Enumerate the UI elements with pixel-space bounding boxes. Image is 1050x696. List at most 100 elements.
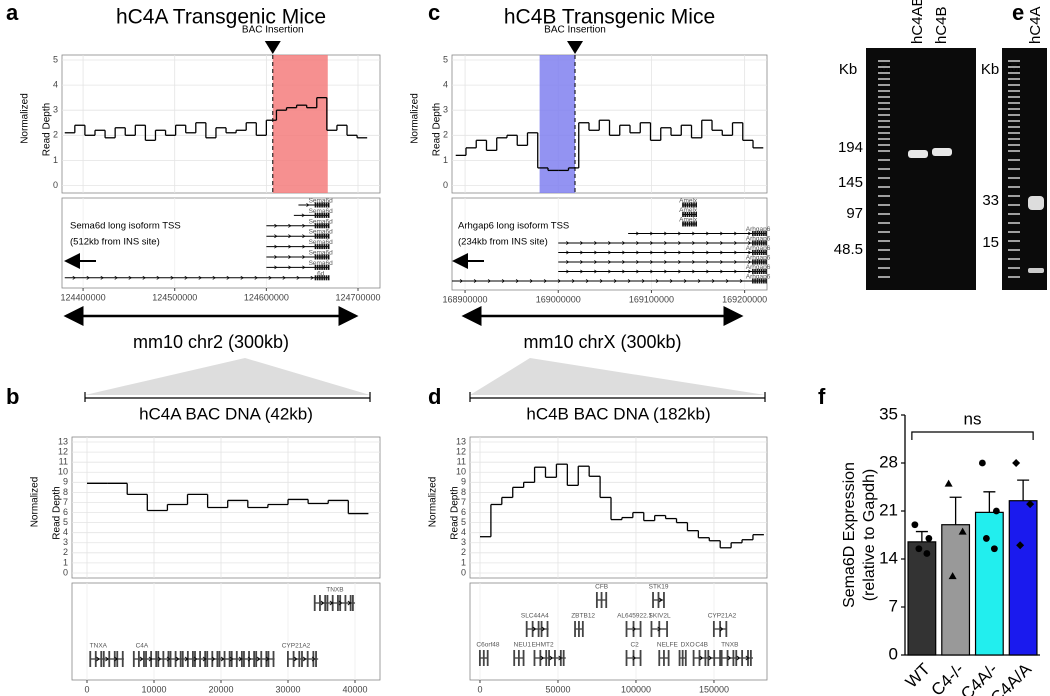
ladder-band — [1008, 276, 1020, 278]
exon — [763, 259, 765, 265]
exon — [756, 240, 759, 246]
strand-arrow — [541, 626, 546, 632]
strand-arrow — [706, 260, 710, 264]
exon — [684, 221, 686, 227]
x-tick-label: 169000000 — [536, 294, 581, 304]
exon — [698, 650, 701, 666]
x-tick-label: 124500000 — [152, 292, 197, 302]
ladder-band — [1008, 144, 1020, 146]
strand-arrow — [657, 626, 662, 632]
strand-arrow — [692, 250, 696, 255]
ladder-band — [1008, 177, 1020, 179]
lane-label: M — [1008, 61, 1021, 78]
strand-arrow — [678, 250, 682, 255]
exon — [712, 621, 715, 637]
strand-arrow — [302, 656, 307, 662]
strand-arrow — [641, 279, 646, 283]
ladder-band — [1008, 240, 1020, 242]
exon — [306, 651, 309, 667]
exon — [108, 651, 111, 667]
exon — [323, 212, 326, 218]
strand-arrow — [296, 275, 300, 280]
gene-label: NEU1 — [514, 642, 532, 649]
strand-arrow — [566, 269, 570, 274]
y-tick-label: 3 — [53, 105, 58, 115]
strand-arrow — [678, 241, 682, 245]
strand-arrow — [734, 241, 738, 245]
ladder-band — [1008, 120, 1020, 122]
exon — [752, 250, 754, 255]
strand-arrow — [580, 250, 584, 255]
x-tick-label: 0 — [477, 684, 482, 694]
gene-label: Amelx — [679, 207, 698, 214]
exon — [325, 233, 328, 239]
exon — [747, 650, 749, 666]
strand-arrow — [692, 260, 696, 264]
strand-arrow — [697, 279, 702, 283]
exon — [287, 651, 289, 667]
y-tick-label: 0 — [53, 180, 58, 190]
ladder-band — [1008, 159, 1020, 161]
gel-band — [1028, 268, 1044, 273]
strand-arrow — [540, 655, 545, 661]
size-label: 194 — [838, 139, 863, 156]
bac-bracket — [84, 392, 371, 402]
exon — [192, 651, 194, 667]
exon — [752, 259, 754, 265]
strand-arrow — [202, 656, 207, 662]
exon — [313, 595, 316, 611]
gene-track — [71, 582, 381, 681]
exon — [754, 231, 756, 236]
strand-arrow — [212, 275, 216, 280]
strand-arrow — [549, 655, 554, 661]
gene-label: TNXB — [721, 642, 738, 649]
exon — [316, 264, 319, 270]
data-point — [915, 545, 923, 553]
exon — [693, 221, 695, 227]
gene-label: EHMT2 — [532, 642, 554, 649]
y-tick-label: 6 — [63, 507, 68, 517]
y-axis-label: Read Depth — [450, 486, 461, 539]
y-tick-label: 7 — [63, 497, 68, 507]
ladder-band — [878, 150, 890, 152]
ladder-band — [878, 258, 890, 260]
exon — [707, 650, 710, 666]
gene-label: ZBTB12 — [571, 613, 595, 620]
exon — [758, 269, 761, 274]
gene-label: Arhgap6 — [746, 255, 771, 262]
exon — [323, 275, 326, 281]
tss-note: Sema6d long isoform TSS — [70, 221, 181, 232]
y-tick-label: 11 — [59, 457, 68, 467]
strand-arrow — [608, 260, 612, 264]
y-tick-label: 4 — [53, 79, 58, 89]
strand-arrow — [515, 279, 520, 283]
y-tick-label: 21 — [879, 500, 898, 519]
chart-title: hC4B BAC DNA (182kb) — [526, 404, 710, 423]
strand-arrow — [240, 275, 244, 280]
strand-arrow — [302, 255, 306, 259]
exon — [763, 231, 765, 236]
exon — [760, 231, 763, 236]
strand-arrow — [736, 655, 741, 661]
strand-arrow — [293, 656, 298, 662]
strand-arrow — [663, 231, 668, 236]
gel-band — [908, 150, 928, 158]
strand-arrow — [699, 655, 704, 661]
exon — [319, 233, 321, 239]
region-label: mm10 chr2 (300kb) — [133, 332, 289, 352]
significance-label: ns — [964, 409, 982, 428]
y-tick-label: 2 — [63, 547, 68, 557]
gel-band — [1028, 196, 1044, 210]
strand-arrow — [254, 275, 258, 280]
error-bar — [949, 496, 962, 525]
strand-arrow — [650, 241, 654, 245]
exon — [162, 651, 165, 667]
strand-arrow — [320, 600, 325, 606]
exon — [760, 259, 763, 265]
ladder-band — [878, 231, 890, 233]
strand-arrow — [733, 231, 738, 236]
exon — [323, 202, 326, 208]
exon — [486, 650, 489, 666]
strand-arrow — [650, 250, 654, 255]
y-tick-label: 4 — [443, 79, 448, 89]
